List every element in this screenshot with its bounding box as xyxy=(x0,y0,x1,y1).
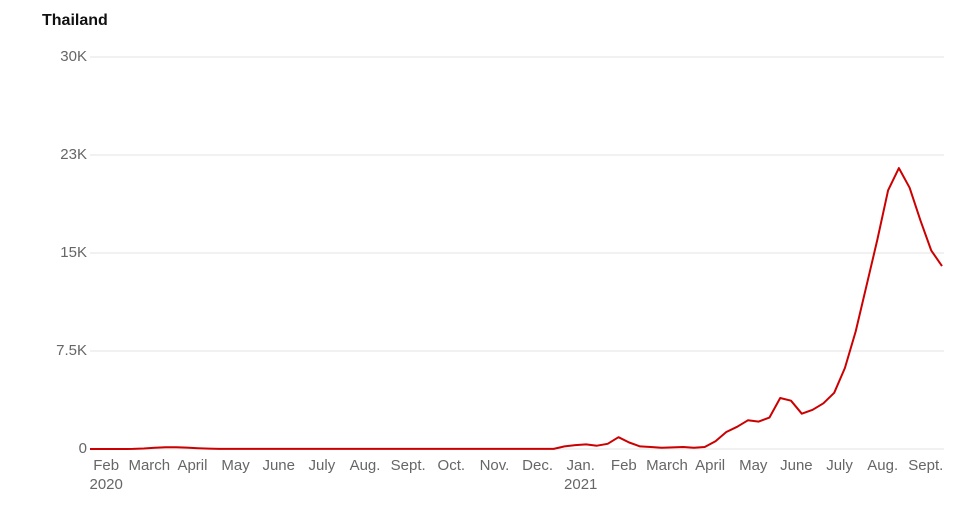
x-tick-label: Aug. xyxy=(867,457,898,474)
x-year-label: 2021 xyxy=(564,476,597,493)
x-tick-label: Feb xyxy=(93,457,119,474)
x-tick-label: Nov. xyxy=(480,457,510,474)
x-tick-label: Sept. xyxy=(391,457,426,474)
x-tick-label: May xyxy=(221,457,250,474)
x-tick-label: March xyxy=(646,457,688,474)
data-line xyxy=(90,167,943,450)
x-tick-label: July xyxy=(826,457,853,474)
x-tick-label: Sept. xyxy=(908,457,943,474)
y-tick-label: 23K xyxy=(60,146,87,163)
x-tick-label: July xyxy=(309,457,336,474)
x-tick-label: Oct. xyxy=(438,457,466,474)
x-tick-label: Dec. xyxy=(522,457,553,474)
x-tick-label: Jan. xyxy=(567,457,595,474)
x-tick-label: April xyxy=(695,457,725,474)
y-tick-label: 30K xyxy=(60,48,87,65)
x-tick-label: June xyxy=(262,457,295,474)
y-tick-label: 0 xyxy=(79,440,87,457)
x-tick-label: March xyxy=(128,457,170,474)
x-tick-label: Feb xyxy=(611,457,637,474)
x-tick-label: Aug. xyxy=(350,457,381,474)
chart-title: Thailand xyxy=(42,12,108,29)
y-tick-label: 7.5K xyxy=(56,342,87,359)
x-year-label: 2020 xyxy=(89,476,122,493)
y-tick-label: 15K xyxy=(60,244,87,261)
x-tick-label: April xyxy=(177,457,207,474)
x-tick-label: June xyxy=(780,457,813,474)
x-tick-label: May xyxy=(739,457,768,474)
